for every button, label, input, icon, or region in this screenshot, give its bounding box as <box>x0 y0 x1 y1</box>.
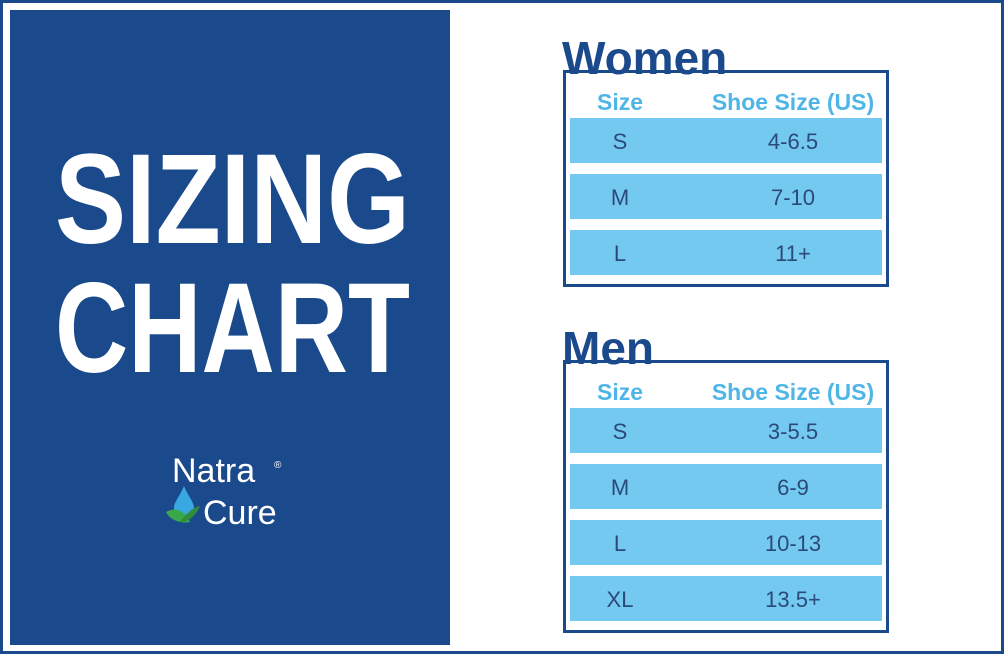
table-row <box>570 230 882 275</box>
table-cell: S <box>613 419 628 444</box>
logo-drop <box>174 486 194 518</box>
column-header: Size <box>597 379 643 405</box>
column-header: Shoe Size (US) <box>712 89 874 115</box>
panel-title-line: SIZING <box>55 128 410 271</box>
table-cell: 10-13 <box>765 531 821 556</box>
logo: Natra ® Cure <box>166 452 282 532</box>
panel-title-line: CHART <box>55 257 410 400</box>
table-cell: 4-6.5 <box>768 129 818 154</box>
table-cell: 13.5+ <box>765 587 821 612</box>
table-row <box>570 174 882 219</box>
logo-mark: ® <box>274 460 282 471</box>
table-cell: M <box>611 475 629 500</box>
table-row <box>570 520 882 565</box>
table-cell: XL <box>607 587 634 612</box>
table-cell: S <box>613 129 628 154</box>
table-cell: M <box>611 185 629 210</box>
table-cell: 11+ <box>775 241 811 266</box>
logo-text: Cure <box>203 494 277 532</box>
table-title: Men <box>562 322 654 374</box>
column-header: Shoe Size (US) <box>712 379 874 405</box>
column-header: Size <box>597 89 643 115</box>
table-cell: 7-10 <box>771 185 815 210</box>
table-row <box>570 118 882 163</box>
table-cell: 3-5.5 <box>768 419 818 444</box>
title-panel <box>10 10 450 645</box>
table-row <box>570 464 882 509</box>
logo-text: Natra <box>172 452 255 490</box>
table-row <box>570 576 882 621</box>
table-row <box>570 408 882 453</box>
logo-leaf <box>180 506 200 522</box>
table-title: Women <box>562 32 727 84</box>
table-cell: 6-9 <box>777 475 809 500</box>
table-cell: L <box>614 241 626 266</box>
table-cell: L <box>614 531 626 556</box>
